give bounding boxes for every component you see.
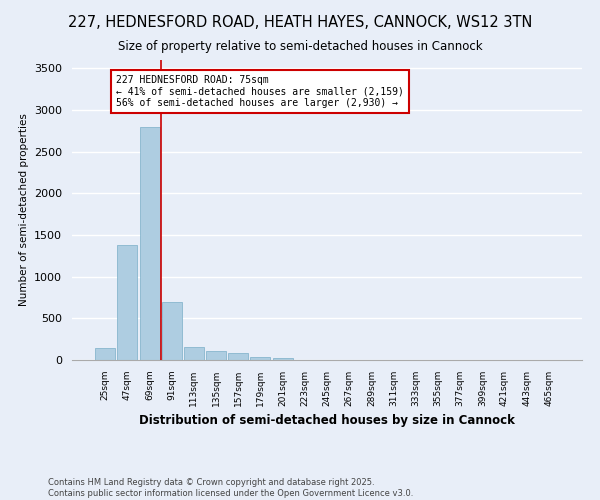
X-axis label: Distribution of semi-detached houses by size in Cannock: Distribution of semi-detached houses by … xyxy=(139,414,515,428)
Text: 227 HEDNESFORD ROAD: 75sqm
← 41% of semi-detached houses are smaller (2,159)
56%: 227 HEDNESFORD ROAD: 75sqm ← 41% of semi… xyxy=(116,75,404,108)
Bar xyxy=(140,126,160,360)
Bar xyxy=(95,348,115,360)
Y-axis label: Number of semi-detached properties: Number of semi-detached properties xyxy=(19,114,29,306)
Bar xyxy=(250,356,271,360)
Bar xyxy=(184,346,204,360)
Bar xyxy=(118,245,137,360)
Bar xyxy=(272,358,293,360)
Bar xyxy=(206,351,226,360)
Text: Contains HM Land Registry data © Crown copyright and database right 2025.
Contai: Contains HM Land Registry data © Crown c… xyxy=(48,478,413,498)
Text: 227, HEDNESFORD ROAD, HEATH HAYES, CANNOCK, WS12 3TN: 227, HEDNESFORD ROAD, HEATH HAYES, CANNO… xyxy=(68,15,532,30)
Bar xyxy=(228,354,248,360)
Text: Size of property relative to semi-detached houses in Cannock: Size of property relative to semi-detach… xyxy=(118,40,482,53)
Bar xyxy=(162,302,182,360)
